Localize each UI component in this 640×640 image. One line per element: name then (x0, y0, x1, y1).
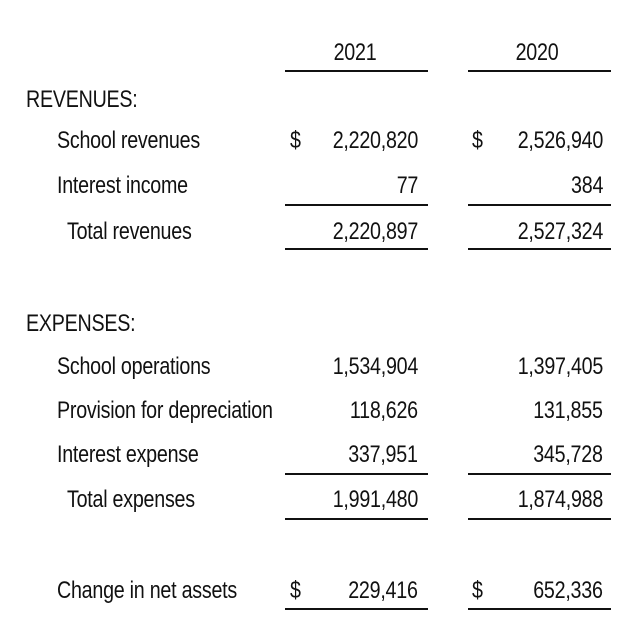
interest-income-label: Interest income (57, 172, 188, 199)
column-header-2021: 2021 (333, 39, 377, 66)
currency-symbol: $ (472, 127, 483, 154)
school-operations-2020: 1,397,405 (517, 353, 604, 380)
total-rule-2020 (468, 248, 611, 250)
currency-symbol: $ (290, 577, 301, 604)
subtotal-rule-2020 (468, 204, 611, 206)
subtotal-rule-2021 (285, 204, 428, 206)
currency-symbol: $ (472, 577, 483, 604)
net-rule-2021 (285, 608, 428, 610)
total-expenses-2020: 1,874,988 (517, 486, 604, 513)
interest-expense-2021: 337,951 (348, 441, 419, 468)
total-rule-2021 (285, 248, 428, 250)
header-rule-2021 (285, 70, 428, 72)
interest-expense-label: Interest expense (57, 441, 199, 468)
school-revenues-2020: 2,526,940 (517, 127, 604, 154)
total-expenses-label: Total expenses (67, 486, 195, 513)
currency-symbol: $ (290, 127, 301, 154)
total-rule-2020 (468, 518, 611, 520)
change-in-net-assets-2021: 229,416 (348, 577, 419, 604)
total-revenues-label: Total revenues (67, 218, 192, 245)
total-rule-2021 (285, 518, 428, 520)
depreciation-label: Provision for depreciation (57, 397, 273, 424)
interest-income-2021: 77 (396, 172, 419, 199)
school-operations-label: School operations (57, 353, 211, 380)
subtotal-rule-2020 (468, 473, 611, 475)
net-rule-2020 (468, 608, 611, 610)
revenues-heading: REVENUES: (26, 86, 138, 113)
school-operations-2021: 1,534,904 (332, 353, 419, 380)
subtotal-rule-2021 (285, 473, 428, 475)
depreciation-2021: 118,626 (350, 397, 418, 424)
change-in-net-assets-label: Change in net assets (57, 577, 237, 604)
school-revenues-label: School revenues (57, 127, 200, 154)
interest-expense-2020: 345,728 (533, 441, 604, 468)
total-revenues-2020: 2,527,324 (517, 218, 604, 245)
change-in-net-assets-2020: 652,336 (533, 577, 604, 604)
depreciation-2020: 131,855 (533, 397, 604, 424)
column-header-2020: 2020 (515, 39, 559, 66)
header-rule-2020 (468, 70, 611, 72)
total-expenses-2021: 1,991,480 (332, 486, 419, 513)
interest-income-2020: 384 (570, 172, 603, 199)
total-revenues-2021: 2,220,897 (332, 218, 419, 245)
expenses-heading: EXPENSES: (26, 310, 136, 337)
school-revenues-2021: 2,220,820 (332, 127, 419, 154)
